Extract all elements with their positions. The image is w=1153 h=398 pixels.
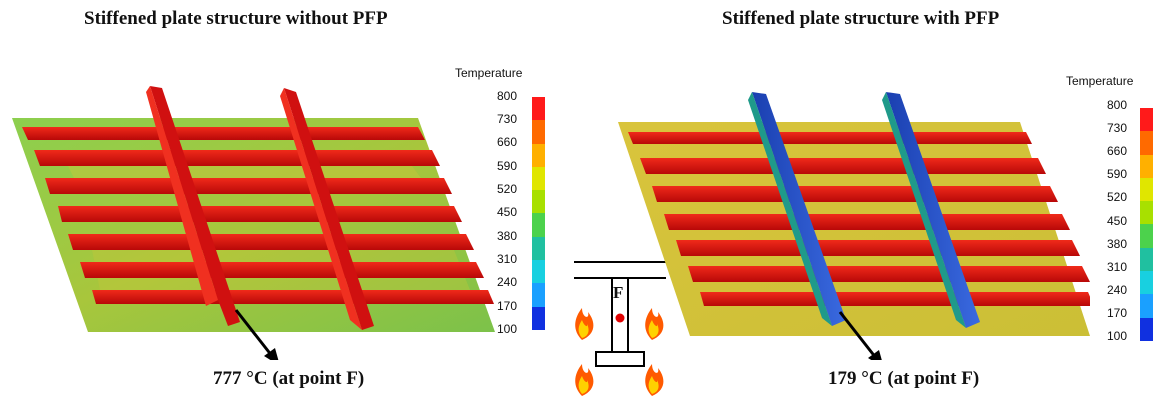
right-panel-title: Stiffened plate structure with PFP <box>722 8 1000 29</box>
left-plate <box>12 118 495 332</box>
left-legend-label: 590 <box>497 159 518 173</box>
right-legend-label: 170 <box>1107 306 1128 320</box>
right-girder-side <box>882 92 966 328</box>
left-legend-label: 520 <box>497 182 518 196</box>
left-panel-title: Stiffened plate structure without PFP <box>84 8 388 29</box>
left-legend-label: 730 <box>497 112 518 126</box>
right-girder <box>752 92 846 326</box>
right-girder <box>886 92 980 328</box>
left-legend-label: 660 <box>497 135 518 149</box>
left-legend-colorbar <box>532 97 545 330</box>
left-stiffeners <box>22 127 494 304</box>
left-stiffener <box>34 150 440 166</box>
left-stiffener <box>45 178 452 194</box>
right-legend-label: 310 <box>1107 260 1128 274</box>
left-stiffener <box>58 206 462 222</box>
right-leader-line <box>838 311 878 359</box>
left-girder <box>146 86 218 306</box>
point-f-label: F <box>613 283 624 302</box>
right-girder-side <box>748 92 832 326</box>
right-stiffener <box>664 214 1070 230</box>
left-fem-model <box>12 86 495 360</box>
right-legend-label: 660 <box>1107 144 1128 158</box>
right-stiffener <box>640 158 1046 174</box>
right-legend-label: 450 <box>1107 214 1128 228</box>
flame-icon <box>645 308 664 340</box>
left-stiffener <box>80 262 484 278</box>
right-legend-label: 100 <box>1107 329 1128 343</box>
point-f-marker <box>615 313 625 323</box>
right-legend-colorbar <box>1140 108 1153 341</box>
right-legend-label: 800 <box>1107 98 1128 112</box>
section-bulb <box>595 351 645 367</box>
left-legend-label: 100 <box>497 322 518 336</box>
right-stiffener <box>628 132 1032 144</box>
left-girder <box>280 88 362 330</box>
right-result-temperature: 179 °C (at point F) <box>828 368 980 389</box>
left-girder <box>284 88 374 330</box>
left-legend-label: 240 <box>497 275 518 289</box>
right-stiffener <box>676 240 1080 256</box>
left-legend-label: 310 <box>497 252 518 266</box>
left-stiffener <box>22 127 425 140</box>
left-stiffener <box>92 290 494 304</box>
right-legend-label: 590 <box>1107 167 1128 181</box>
cross-section-schematic <box>574 261 666 396</box>
right-stiffeners <box>628 132 1090 306</box>
right-legend-label: 240 <box>1107 283 1128 297</box>
right-legend-label: 730 <box>1107 121 1128 135</box>
left-leader-line <box>234 309 274 357</box>
left-girder <box>150 86 240 326</box>
left-result-temperature: 777 °C (at point F) <box>213 368 365 389</box>
right-leader-arrowhead <box>868 350 882 360</box>
flame-icon <box>575 308 594 340</box>
left-legend-label: 170 <box>497 299 518 313</box>
flame-icon <box>575 364 594 396</box>
right-stiffener <box>700 292 1090 306</box>
right-stiffener <box>688 266 1090 282</box>
flame-icon <box>645 364 664 396</box>
right-legend-title: Temperature <box>1066 74 1134 88</box>
right-legend-label: 520 <box>1107 190 1128 204</box>
left-legend-label: 380 <box>497 229 518 243</box>
right-legend-label: 380 <box>1107 237 1128 251</box>
right-stiffener <box>652 186 1058 202</box>
left-legend-label: 800 <box>497 89 518 103</box>
left-legend-label: 450 <box>497 205 518 219</box>
left-stiffener <box>68 234 474 250</box>
left-legend-title: Temperature <box>455 66 523 80</box>
left-leader-arrowhead <box>264 348 279 360</box>
right-fem-model <box>618 92 1090 360</box>
